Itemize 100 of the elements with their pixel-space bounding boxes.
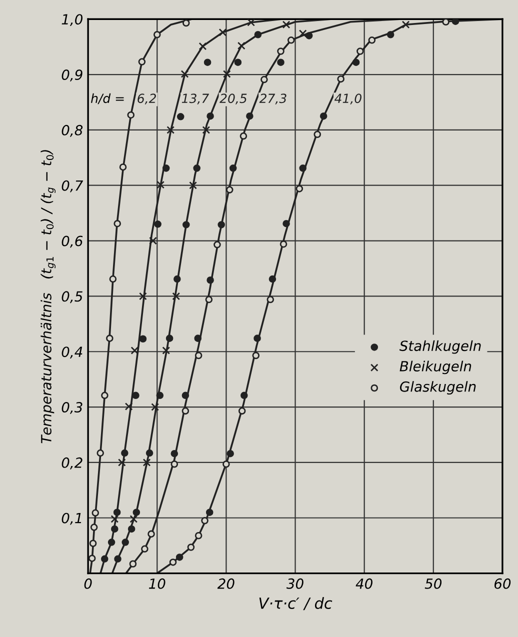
legend-label: Bleikugeln <box>400 360 472 374</box>
point <box>182 392 190 400</box>
point <box>222 460 230 468</box>
point <box>166 334 174 342</box>
point <box>296 185 304 192</box>
point <box>320 112 328 120</box>
point <box>182 407 190 415</box>
point <box>162 346 170 354</box>
x-tick-label: 20 <box>217 578 234 589</box>
point <box>277 48 284 55</box>
point <box>154 220 162 228</box>
point <box>109 275 117 283</box>
y-tick-label: 0,4 <box>62 346 82 359</box>
point <box>266 296 274 304</box>
annotation: h/d = <box>90 93 124 104</box>
point <box>88 554 96 562</box>
point <box>132 508 140 516</box>
point <box>352 58 360 66</box>
point <box>139 335 147 343</box>
point <box>108 538 116 546</box>
point <box>254 334 261 342</box>
y-tick-label: 0,9 <box>62 70 82 82</box>
point <box>182 221 190 228</box>
series-label: 6,2 <box>138 94 156 104</box>
point <box>226 450 234 458</box>
point <box>106 334 114 342</box>
x-axis-title: V·τ·c′ / dc <box>259 597 332 610</box>
point <box>402 20 410 29</box>
point <box>169 558 177 566</box>
point <box>205 296 213 304</box>
point <box>226 186 234 194</box>
point <box>298 30 307 38</box>
point <box>111 525 118 533</box>
point <box>182 19 190 27</box>
point <box>176 113 184 120</box>
point <box>90 524 98 531</box>
y-tick-label: 0,8 <box>62 124 83 137</box>
point <box>247 19 256 26</box>
y-tick-label: 0,3 <box>62 402 82 414</box>
series-label: 20,5 <box>220 94 247 104</box>
point <box>194 352 202 360</box>
point <box>156 392 164 400</box>
point <box>314 130 321 138</box>
point <box>114 220 121 228</box>
point <box>337 75 344 83</box>
point <box>166 126 175 134</box>
point <box>118 458 126 466</box>
point <box>127 111 135 119</box>
point <box>128 525 136 533</box>
point <box>101 392 108 400</box>
x-tick-label: 50 <box>424 578 442 589</box>
point <box>153 30 161 38</box>
series-label: 41,0 <box>334 94 362 104</box>
point <box>201 517 208 524</box>
point <box>110 515 119 523</box>
point <box>180 70 189 78</box>
point <box>206 276 214 284</box>
x-tick-label: 10 <box>148 578 166 589</box>
point <box>229 164 237 172</box>
point <box>218 221 225 228</box>
point <box>202 126 210 134</box>
point <box>193 164 200 172</box>
legend-label: Stahlkugeln <box>399 340 481 354</box>
point <box>305 32 313 40</box>
point <box>356 48 364 55</box>
point <box>254 30 262 38</box>
series-label: 27,3 <box>259 94 286 104</box>
point <box>386 30 394 38</box>
point <box>237 42 246 50</box>
point <box>138 58 146 66</box>
point <box>148 530 155 538</box>
point <box>142 458 151 466</box>
point <box>119 163 127 171</box>
x-tick-label: 60 <box>494 578 511 589</box>
point <box>277 58 284 66</box>
point <box>287 36 295 44</box>
point <box>280 240 288 248</box>
point <box>189 181 197 190</box>
x-tick-label: 30 <box>286 578 304 589</box>
point <box>240 132 248 140</box>
point <box>92 509 100 517</box>
point <box>124 402 133 410</box>
point <box>194 334 202 342</box>
point <box>268 275 276 283</box>
point <box>129 560 137 568</box>
point <box>149 236 157 245</box>
point <box>151 403 160 411</box>
point <box>89 540 97 548</box>
series-label: 13,7 <box>182 94 210 104</box>
y-tick-label: 0,7 <box>62 180 84 192</box>
point <box>222 70 231 78</box>
point <box>172 292 180 300</box>
point <box>122 538 129 546</box>
point <box>282 220 290 228</box>
point <box>442 19 450 26</box>
point <box>240 392 248 400</box>
point <box>299 164 306 172</box>
point <box>206 112 214 120</box>
point <box>174 275 181 283</box>
point <box>194 532 202 540</box>
